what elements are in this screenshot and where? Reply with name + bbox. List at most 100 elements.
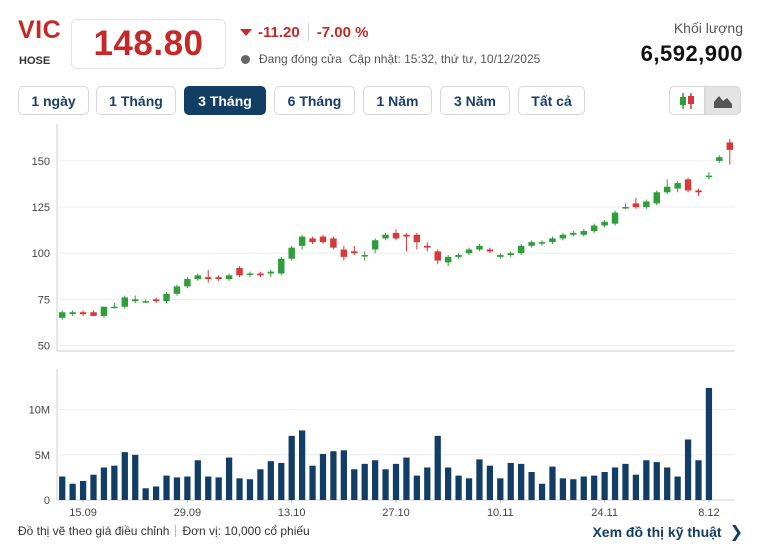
ticker-symbol: VIC (18, 16, 62, 44)
candle-body (643, 201, 650, 208)
candle-body (69, 312, 76, 315)
candle-body (205, 277, 212, 280)
volume-bar (528, 471, 535, 500)
volume-bar (403, 457, 410, 500)
candle-body (298, 236, 306, 246)
tab-1-year[interactable]: 1 Năm (363, 86, 432, 115)
market-status: Đang đóng cửa (259, 52, 342, 66)
candle-body (549, 238, 556, 243)
tab-all[interactable]: Tất cả (518, 86, 585, 115)
candle-body (632, 203, 640, 208)
volume-bar (194, 460, 201, 500)
area-chart-button[interactable] (705, 86, 741, 115)
volume-bar (643, 460, 650, 500)
divider (307, 23, 309, 41)
price-volume-chart: 150 125 100 75 50 10M 5M 0 15.09 29.09 13.10 27.10 1… (29, 124, 735, 519)
candle-body (267, 271, 275, 274)
volume-bar (215, 477, 222, 500)
volume-bar (622, 463, 629, 500)
volume-bar (225, 457, 233, 500)
area-chart-icon (714, 95, 732, 108)
candle-body (726, 142, 734, 150)
x-tick-label: 10.11 (487, 507, 514, 519)
update-time: Cập nhật: 15:32, thứ tư, 10/12/2025 (348, 52, 541, 66)
candle-body (215, 277, 222, 280)
volume-bar (486, 465, 494, 500)
candle-body (330, 238, 337, 248)
volume-bar (69, 483, 76, 500)
volume-bar (205, 476, 212, 500)
candle-body (309, 238, 316, 243)
candle-body (246, 273, 254, 275)
candle-body (184, 279, 191, 287)
tab-1-day[interactable]: 1 ngày (18, 86, 89, 115)
volume-bar (413, 475, 420, 500)
candle-body (486, 249, 494, 252)
volume-bar (507, 462, 514, 500)
candle-body (580, 231, 587, 235)
footer-notes: Đồ thị vẽ theo giá điều chỉnh Đơn vị: 10… (18, 524, 310, 538)
candle-body (611, 212, 619, 224)
candle-body (663, 186, 671, 193)
candle-body (559, 234, 567, 239)
candle-body (361, 255, 368, 257)
volume-bar (267, 461, 274, 500)
volume-bar (611, 467, 619, 500)
volume-bar (653, 462, 660, 500)
candle-body (507, 253, 514, 256)
candle-body (705, 175, 713, 178)
volume-bar (695, 460, 702, 500)
technical-chart-link[interactable]: Xem đồ thị kỹ thuật ❯ (592, 522, 743, 542)
volume-bar (132, 454, 139, 500)
volume-bar (257, 469, 264, 500)
volume-bar (392, 463, 400, 500)
volume-bar (351, 469, 358, 500)
candlestick-chart-button[interactable] (669, 86, 705, 115)
volume-bar (111, 465, 118, 500)
volume-tick-label: 0 (44, 495, 50, 507)
volume-bar (152, 486, 160, 500)
candle-body (695, 190, 702, 193)
volume-bar (664, 467, 671, 500)
volume-label: Khối lượng (673, 20, 743, 36)
candle-body (121, 297, 129, 307)
candle-body (674, 183, 681, 189)
candle-body (194, 275, 202, 280)
candle-body (517, 245, 525, 254)
candle-body (497, 255, 504, 257)
candle-body (403, 234, 410, 237)
volume-bar (580, 476, 587, 500)
candle-body (538, 242, 546, 244)
unit-note: Đơn vị: 10,000 cổ phiếu (182, 524, 310, 538)
volume-bar (173, 477, 181, 500)
volume-bar (361, 463, 368, 500)
tab-3-years[interactable]: 3 Năm (440, 86, 510, 115)
candle-body (79, 312, 87, 315)
volume-bar (559, 478, 567, 500)
tab-1-month[interactable]: 1 Tháng (96, 86, 176, 115)
candle-body (601, 221, 608, 226)
volume-bar (424, 467, 431, 500)
exchange-label: HOSE (19, 55, 51, 67)
volume-tick-label: 5M (35, 450, 50, 462)
volume-bar (684, 439, 692, 500)
x-tick-label: 29.09 (174, 507, 202, 519)
volume-bar (518, 463, 525, 500)
volume-bar (434, 435, 441, 500)
candle-body (225, 275, 233, 280)
tab-6-months[interactable]: 6 Tháng (274, 86, 355, 115)
x-tick-label: 8.12 (698, 507, 719, 519)
volume-bar (549, 466, 556, 500)
candle-body (424, 245, 431, 248)
candle-body (131, 299, 139, 302)
chevron-right-icon: ❯ (729, 524, 743, 541)
volume-bar (90, 474, 97, 500)
candle-body (413, 234, 421, 243)
x-tick-label: 27.10 (382, 507, 410, 519)
candle-body (465, 249, 473, 254)
candle-body (444, 256, 452, 263)
tab-3-months[interactable]: 3 Tháng (184, 86, 266, 115)
volume-bar (142, 488, 149, 500)
technical-chart-link-label: Xem đồ thị kỹ thuật (592, 524, 722, 540)
candle-body (382, 234, 389, 239)
